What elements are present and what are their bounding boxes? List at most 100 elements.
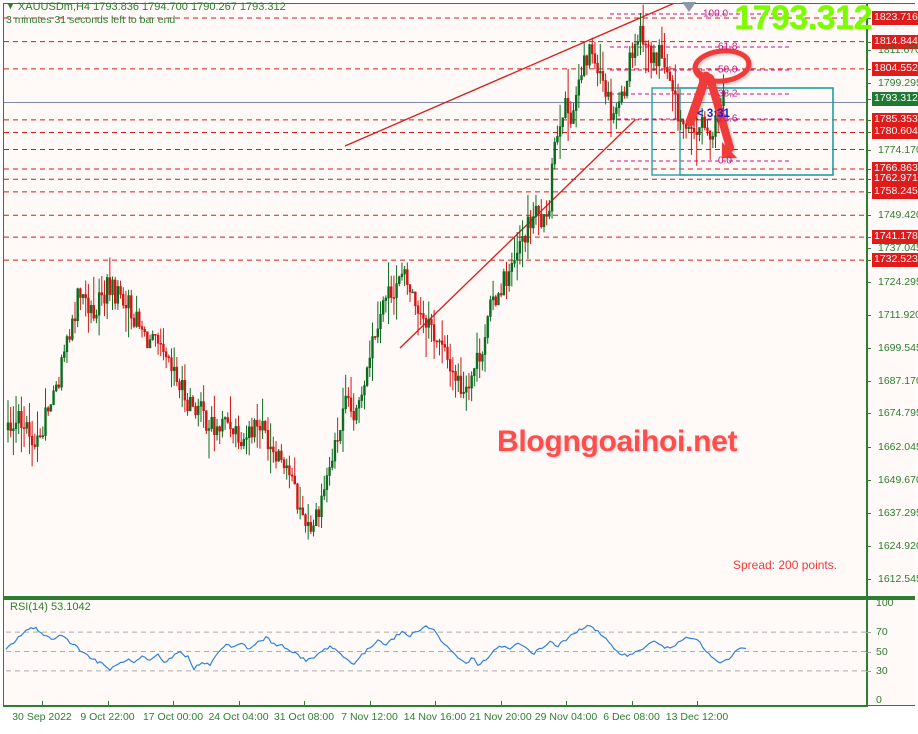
time-axis-label: 24 Oct 04:00 (208, 711, 269, 723)
fibonacci-level-label: 100.0 (703, 8, 729, 20)
fibonacci-level-label: 38.2 (718, 88, 738, 100)
price-level-tag: 1804.552 (872, 61, 918, 76)
price-axis-tick (866, 98, 871, 100)
time-axis-tick (566, 701, 567, 706)
price-chart-panel[interactable] (3, 3, 915, 597)
rsi-axis-label: 50 (876, 645, 888, 658)
time-axis-tick (173, 701, 174, 706)
price-axis-tick (866, 237, 871, 239)
rsi-axis-tick (866, 632, 871, 634)
price-axis-tick (866, 413, 871, 415)
price-axis-tick (866, 168, 871, 170)
price-level-tag: 1814.844 (872, 34, 918, 49)
price-level-tag: 1823.716 (872, 11, 918, 26)
watermark-label: Blogngoaihoi.net (497, 425, 738, 458)
price-axis-label: 1612.545 (878, 572, 918, 585)
price-level-tag: 1741.178 (872, 230, 918, 245)
crosshair-cursor-icon (681, 0, 697, 18)
price-axis-tick (866, 149, 871, 151)
rsi-axis-label: 70 (876, 626, 888, 639)
rsi-axis-tick (866, 651, 871, 653)
time-axis-tick (238, 701, 240, 706)
price-level-tag: 1758.245 (872, 184, 918, 199)
price-axis-label: 1637.295 (878, 506, 918, 519)
price-axis-tick (866, 119, 871, 121)
price-axis-tick (866, 179, 871, 181)
time-axis-label: 9 Oct 22:00 (80, 711, 135, 723)
price-level-tag: 1785.353 (872, 112, 918, 127)
price-axis-tick (866, 260, 871, 262)
time-axis-tick (500, 701, 502, 706)
price-axis-label: 1711.920 (878, 308, 918, 321)
price-axis-tick (866, 191, 871, 193)
time-axis-label: 14 Nov 16:00 (403, 711, 467, 723)
price-axis-tick (866, 578, 871, 580)
price-axis-label: 1799.295 (878, 76, 918, 89)
symbol-info-row: ▼ XAUUSDm,H4 1793.836 1794.700 1790.267 1… (6, 1, 286, 14)
price-axis[interactable] (866, 3, 868, 597)
time-axis-label: 21 Nov 20:00 (469, 711, 532, 723)
price-axis-label: 1624.920 (878, 539, 918, 552)
fibonacci-level-label: 61.8 (718, 41, 738, 53)
time-axis-label: 7 Nov 12:00 (341, 711, 398, 723)
price-level-tag: 1762.971 (872, 172, 918, 187)
price-axis-label: 1649.670 (878, 474, 918, 487)
time-axis-tick (304, 701, 305, 706)
time-axis-label: 6 Dec 08:00 (603, 711, 660, 723)
price-axis-label: 1724.295 (878, 275, 918, 288)
price-level-tag: 1780.604 (872, 125, 918, 140)
spread-label: Spread: 200 points. (733, 558, 838, 572)
price-axis-label: 1811.670 (878, 44, 918, 56)
price-axis-label: 1749.420 (878, 209, 918, 222)
time-axis-label: 31 Oct 08:00 (273, 711, 335, 723)
time-axis-label: 29 Nov 04:00 (534, 711, 598, 723)
price-axis-label: 1699.545 (878, 341, 918, 354)
rsi-axis-label: 30 (876, 664, 888, 677)
rsi-axis-tick (866, 670, 871, 672)
price-axis-tick (866, 41, 871, 43)
price-axis-tick (866, 82, 871, 84)
time-axis-label: 17 Oct 00:00 (142, 711, 204, 723)
rsi-axis-label: 100 (876, 597, 894, 609)
time-axis-tick (107, 701, 109, 706)
price-axis-tick (866, 248, 871, 250)
price-axis-tick (866, 215, 871, 217)
chevron-down-icon[interactable]: ▼ (6, 1, 15, 11)
rsi-axis-label: 0 (876, 694, 882, 706)
large-price-annotation: 1793.312 (734, 0, 872, 37)
price-axis-label: 1737.045 (878, 242, 918, 255)
rsi-axis[interactable] (866, 599, 868, 706)
price-axis-tick (866, 545, 871, 547)
time-axis-label: 13 Dec 12:00 (665, 711, 729, 723)
time-axis-tick (369, 701, 371, 706)
price-axis-tick (866, 447, 871, 449)
price-axis-tick (866, 50, 871, 51)
price-axis-label: 1674.795 (878, 407, 918, 420)
current-price-tag: 1793.312 (872, 91, 918, 106)
panel-divider (3, 597, 915, 599)
price-axis-tick (866, 18, 871, 20)
rsi-indicator-panel[interactable] (3, 599, 915, 706)
time-axis-tick (631, 701, 633, 706)
price-axis-label: 1774.170 (878, 143, 918, 156)
price-axis-tick (866, 380, 871, 382)
price-axis-tick (866, 480, 871, 482)
price-level-tag: 1732.523 (872, 253, 918, 268)
time-axis-tick (697, 701, 698, 706)
price-axis-label: 1662.045 (878, 441, 918, 454)
chart-header: ▼ XAUUSDm,H4 1793.836 1794.700 1790.267 1… (6, 1, 286, 27)
price-axis-tick (866, 132, 871, 134)
rsi-title-label: RSI(14) 53.1042 (10, 601, 91, 613)
fibonacci-level-label: 50.0 (718, 64, 738, 76)
price-axis-tick (866, 314, 871, 316)
time-axis-tick (42, 701, 43, 706)
price-axis-tick (866, 68, 871, 70)
time-axis-label: 30 Sep 2022 (12, 711, 72, 723)
time-axis[interactable] (3, 705, 868, 707)
price-axis-tick (866, 347, 871, 349)
time-axis-tick (435, 701, 436, 706)
symbol-ohlc-label: XAUUSDm,H4 1793.836 1794.700 1790.267 17… (17, 1, 286, 13)
fibonacci-level-label: 0.0 (718, 155, 732, 167)
price-axis-label: 1687.170 (878, 374, 918, 387)
